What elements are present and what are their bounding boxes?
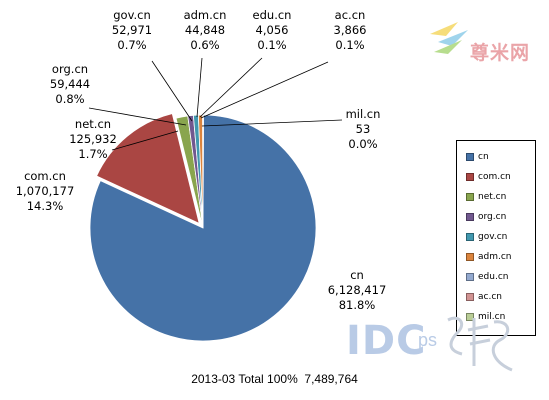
- data-label-gov-cn: gov.cn 52,971 0.7%: [112, 8, 152, 52]
- leader-line-mil-cn: [201, 119, 343, 127]
- pie-slices: [89, 113, 317, 342]
- legend-label: mil.cn: [478, 312, 506, 322]
- legend-item-adm-cn: adm.cn: [466, 247, 535, 267]
- legend-swatch: [466, 173, 474, 181]
- ps-watermark: ps: [418, 330, 438, 350]
- data-label-ac-cn: ac.cn 3,866 0.1%: [334, 8, 367, 52]
- leader-line-gov-cn: [151, 60, 193, 122]
- legend-label: adm.cn: [478, 252, 512, 262]
- legend-swatch: [466, 293, 474, 301]
- footer-total-value: 7,489,764: [304, 372, 358, 386]
- legend-swatch: [466, 313, 474, 321]
- brand-logo: [430, 22, 468, 54]
- legend-label: ac.cn: [478, 292, 502, 302]
- data-label-com-cn: com.cn 1,070,177 14.3%: [16, 169, 75, 213]
- legend-label: gov.cn: [478, 232, 508, 242]
- legend-swatch: [466, 273, 474, 281]
- data-label-adm-cn: adm.cn 44,848 0.6%: [184, 8, 227, 52]
- legend-label: cn: [478, 152, 489, 162]
- leader-line-ac-cn: [200, 61, 329, 119]
- legend-swatch: [466, 213, 474, 221]
- brand-watermark-text: 尊米网: [470, 42, 531, 64]
- data-label-edu-cn: edu.cn 4,056 0.1%: [253, 8, 292, 52]
- legend-item-edu-cn: edu.cn: [466, 267, 535, 287]
- leader-lines: [88, 57, 343, 151]
- footer-total-label: Total 100%: [238, 372, 298, 386]
- legend-item-ac-cn: ac.cn: [466, 287, 535, 307]
- leader-line-edu-cn: [199, 57, 263, 118]
- idc-watermark: IDC: [346, 318, 427, 364]
- leader-line-net-cn: [111, 130, 179, 151]
- legend-item-com-cn: com.cn: [466, 167, 535, 187]
- data-label-cn: cn 6,128,417 81.8%: [328, 268, 387, 312]
- chart-footer: 2013-03 Total 100% 7,489,764: [0, 372, 549, 386]
- data-label-net-cn: net.cn 125,932 1.7%: [69, 117, 117, 161]
- data-label-mil-cn: mil.cn 53 0.0%: [346, 107, 381, 151]
- legend-swatch: [466, 193, 474, 201]
- legend-swatch: [466, 153, 474, 161]
- legend: cn com.cn net.cn org.cn gov.cn adm.cn edu.cn ac…: [456, 140, 536, 336]
- legend-label: edu.cn: [478, 272, 509, 282]
- legend-swatch: [466, 253, 474, 261]
- data-labels: cn 6,128,417 81.8% com.cn 1,070,177 14.3% net.…: [16, 8, 387, 312]
- data-label-org-cn: org.cn 59,444 0.8%: [50, 62, 90, 106]
- leader-line-adm-cn: [196, 57, 203, 118]
- legend-item-org-cn: org.cn: [466, 207, 535, 227]
- legend-label: org.cn: [478, 212, 507, 222]
- legend-swatch: [466, 233, 474, 241]
- pie-slice-com-cn: [96, 113, 200, 225]
- legend-item-net-cn: net.cn: [466, 187, 535, 207]
- calligraphy-watermark: [447, 316, 513, 372]
- leader-line-org-cn: [88, 107, 187, 126]
- footer-period: 2013-03: [191, 372, 236, 386]
- legend-item-cn: cn: [466, 147, 535, 167]
- legend-label: com.cn: [478, 172, 511, 182]
- legend-item-mil-cn: mil.cn: [466, 307, 535, 327]
- legend-label: net.cn: [478, 192, 507, 202]
- legend-item-gov-cn: gov.cn: [466, 227, 535, 247]
